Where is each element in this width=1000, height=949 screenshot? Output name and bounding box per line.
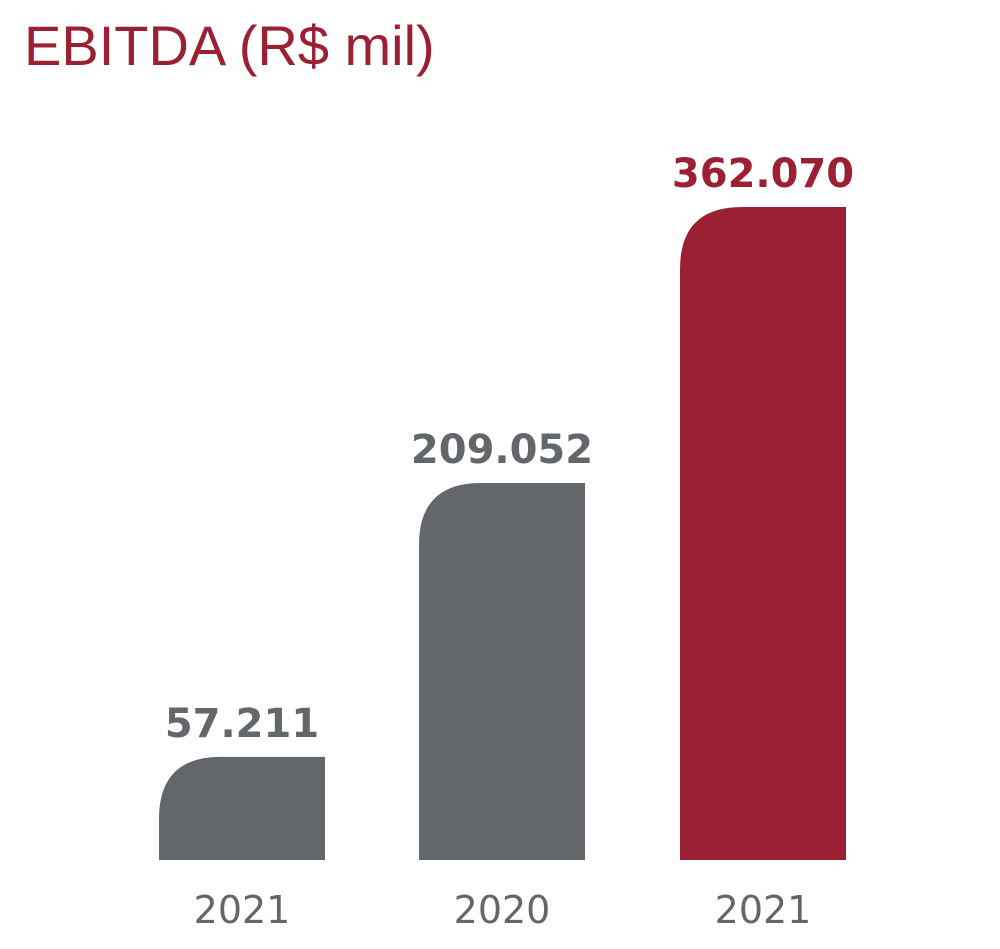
bar-2021-2 xyxy=(680,207,846,860)
chart-title: EBITDA (R$ mil) xyxy=(24,14,435,77)
bar-2020-1 xyxy=(419,482,585,860)
category-label: 2020 xyxy=(454,888,551,932)
bars-group xyxy=(159,207,846,860)
category-labels-group: 2021 2020 2021 xyxy=(194,888,812,932)
value-labels-group: 57.211 209.052 362.070 xyxy=(165,151,854,747)
value-label: 209.052 xyxy=(411,427,593,473)
bar-2021-0 xyxy=(159,756,325,860)
value-label: 362.070 xyxy=(672,151,854,197)
category-label: 2021 xyxy=(194,888,291,932)
category-label: 2021 xyxy=(715,888,812,932)
value-label: 57.211 xyxy=(165,701,319,747)
